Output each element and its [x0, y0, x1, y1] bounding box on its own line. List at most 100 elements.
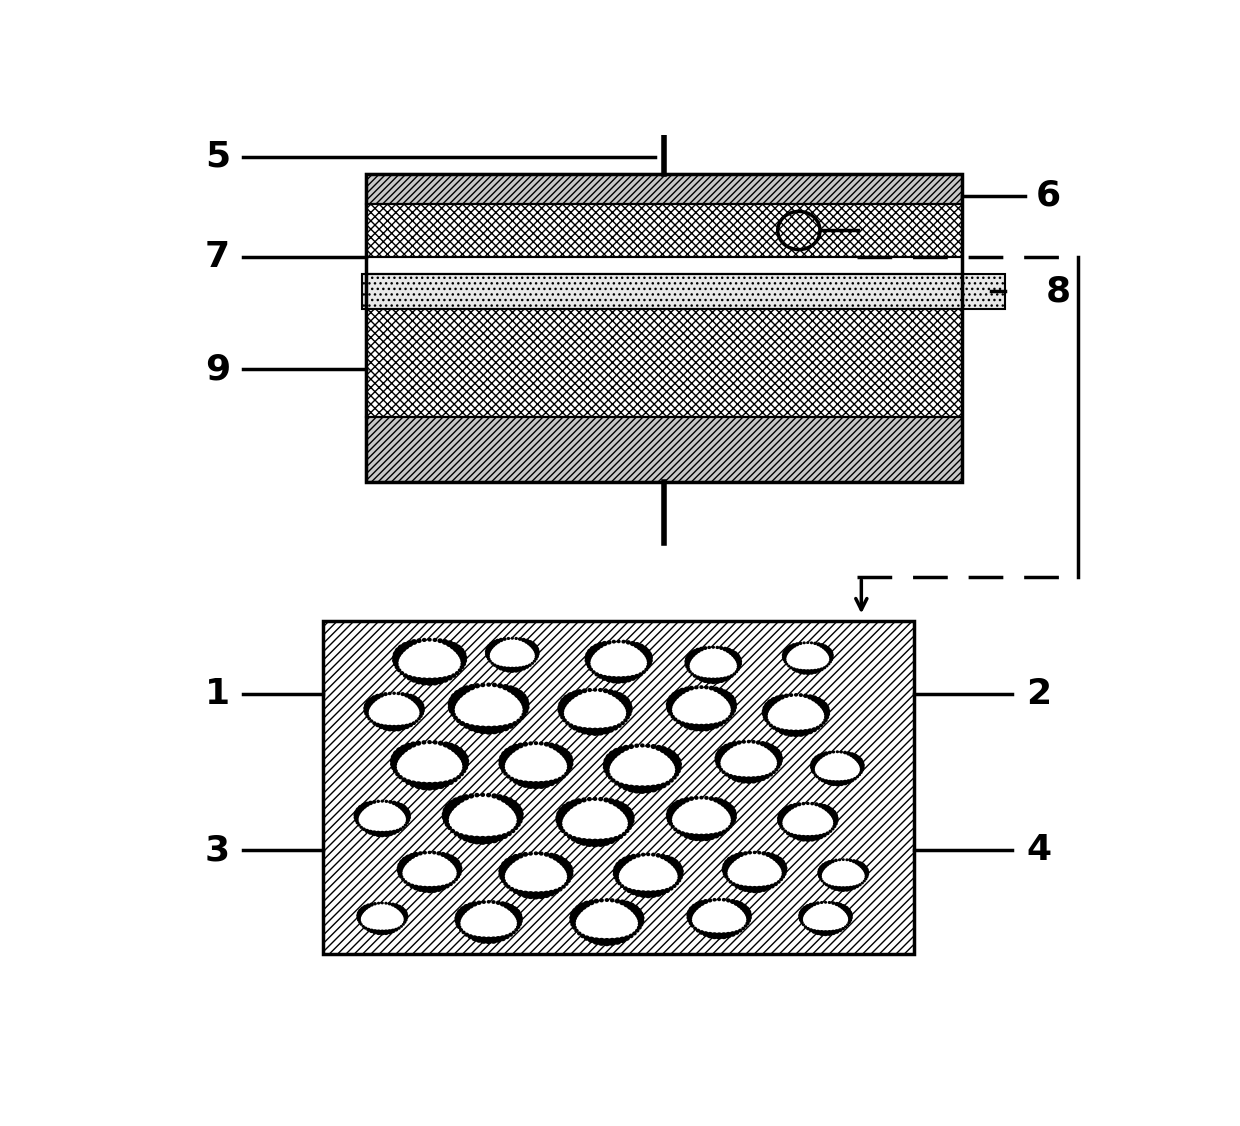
Circle shape	[403, 915, 408, 920]
Circle shape	[495, 936, 502, 942]
Circle shape	[666, 811, 673, 817]
Circle shape	[637, 926, 642, 930]
Circle shape	[358, 921, 362, 923]
Circle shape	[618, 834, 624, 839]
Circle shape	[806, 642, 810, 644]
Circle shape	[404, 692, 409, 698]
Circle shape	[691, 924, 694, 928]
Circle shape	[455, 919, 461, 923]
Circle shape	[727, 877, 730, 882]
Circle shape	[512, 930, 516, 935]
Circle shape	[516, 814, 523, 821]
Circle shape	[645, 651, 652, 659]
Circle shape	[852, 753, 858, 759]
Circle shape	[469, 794, 474, 798]
Circle shape	[770, 745, 777, 753]
Circle shape	[713, 797, 719, 803]
Circle shape	[771, 725, 776, 730]
Circle shape	[812, 771, 816, 774]
Ellipse shape	[618, 856, 680, 893]
Circle shape	[823, 718, 828, 722]
Circle shape	[379, 930, 386, 936]
Circle shape	[641, 852, 645, 857]
Circle shape	[394, 928, 398, 931]
Circle shape	[813, 756, 821, 761]
Circle shape	[564, 753, 573, 761]
Circle shape	[618, 695, 627, 703]
Circle shape	[491, 794, 497, 798]
Circle shape	[403, 881, 408, 884]
Circle shape	[827, 779, 833, 785]
Circle shape	[730, 712, 734, 716]
Circle shape	[397, 927, 401, 930]
Circle shape	[820, 752, 826, 758]
Circle shape	[737, 662, 742, 667]
Circle shape	[733, 672, 737, 676]
Circle shape	[559, 858, 568, 866]
Circle shape	[776, 881, 781, 884]
Circle shape	[812, 902, 817, 906]
Circle shape	[356, 807, 362, 813]
Circle shape	[733, 653, 740, 660]
Circle shape	[813, 834, 820, 841]
Circle shape	[821, 705, 830, 712]
Circle shape	[668, 712, 673, 716]
Circle shape	[626, 888, 632, 893]
Circle shape	[446, 641, 454, 647]
Circle shape	[722, 830, 727, 834]
Circle shape	[846, 779, 852, 784]
Circle shape	[501, 751, 510, 759]
Circle shape	[609, 750, 618, 759]
Circle shape	[719, 745, 728, 753]
Circle shape	[835, 859, 838, 863]
Circle shape	[532, 781, 541, 789]
Circle shape	[838, 858, 841, 861]
Circle shape	[358, 909, 365, 914]
Circle shape	[723, 872, 728, 876]
Circle shape	[381, 799, 384, 803]
Circle shape	[802, 923, 805, 927]
Circle shape	[459, 928, 463, 931]
Circle shape	[512, 744, 520, 751]
Circle shape	[836, 750, 839, 753]
Circle shape	[445, 822, 450, 826]
Circle shape	[828, 810, 837, 816]
Circle shape	[828, 901, 831, 904]
Text: 7: 7	[205, 240, 231, 274]
Circle shape	[667, 807, 675, 815]
Circle shape	[737, 740, 742, 744]
Circle shape	[713, 897, 717, 902]
Circle shape	[402, 807, 409, 813]
Circle shape	[781, 807, 789, 814]
Circle shape	[774, 751, 782, 759]
Circle shape	[455, 671, 460, 676]
Circle shape	[409, 884, 414, 888]
Circle shape	[708, 833, 715, 840]
Circle shape	[678, 688, 686, 695]
Circle shape	[353, 812, 360, 817]
Circle shape	[827, 650, 833, 655]
Circle shape	[585, 661, 590, 667]
Circle shape	[363, 708, 370, 714]
Circle shape	[823, 712, 830, 717]
Circle shape	[715, 751, 723, 759]
Circle shape	[632, 785, 641, 794]
Circle shape	[734, 884, 740, 888]
Circle shape	[598, 688, 603, 692]
Circle shape	[501, 860, 510, 869]
Circle shape	[822, 644, 827, 650]
Circle shape	[618, 882, 621, 885]
Circle shape	[738, 852, 744, 857]
Circle shape	[856, 776, 859, 778]
Circle shape	[668, 886, 673, 891]
Circle shape	[528, 851, 533, 856]
Circle shape	[744, 924, 748, 928]
Circle shape	[596, 938, 606, 946]
Circle shape	[694, 796, 698, 799]
Circle shape	[820, 701, 828, 709]
Circle shape	[830, 780, 837, 786]
Circle shape	[660, 854, 666, 859]
Circle shape	[419, 781, 429, 790]
Circle shape	[827, 663, 831, 665]
Circle shape	[786, 646, 792, 652]
